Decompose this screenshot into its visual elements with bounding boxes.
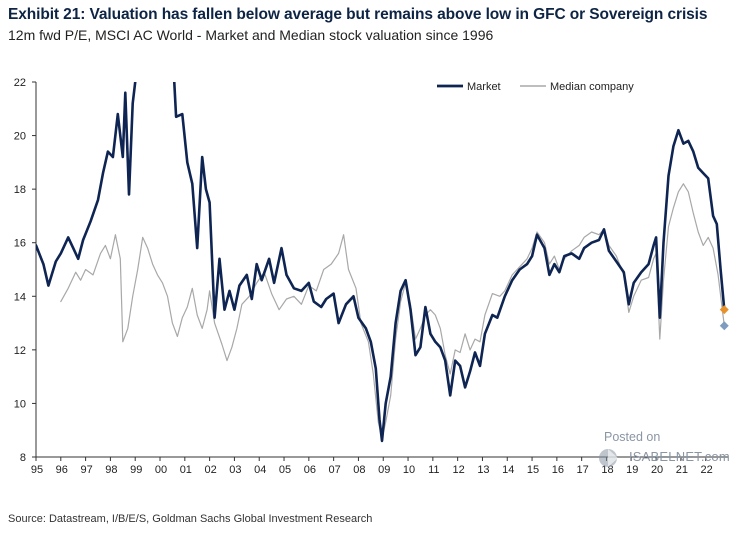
x-tick-label: 96 bbox=[56, 464, 68, 476]
y-tick-label: 12 bbox=[14, 345, 26, 357]
end-marker-median-company bbox=[719, 321, 729, 331]
x-tick-label: 12 bbox=[453, 464, 465, 476]
x-tick-label: 17 bbox=[577, 464, 589, 476]
series-line-median-company bbox=[60, 183, 725, 439]
x-tick-label: 18 bbox=[601, 464, 613, 476]
y-tick-label: 16 bbox=[14, 238, 26, 250]
x-tick-label: 10 bbox=[403, 464, 415, 476]
x-tick-label: 97 bbox=[80, 464, 92, 476]
legend-label-market: Market bbox=[467, 81, 501, 93]
isabelnet-logo-icon bbox=[599, 449, 618, 467]
x-tick-label: 07 bbox=[329, 464, 341, 476]
watermark-posted-on: Posted on bbox=[604, 430, 661, 444]
x-tick-label: 02 bbox=[204, 464, 216, 476]
y-tick-label: 14 bbox=[14, 291, 26, 303]
y-tick-label: 20 bbox=[14, 131, 26, 143]
chart-subtitle: 12m fwd P/E, MSCI AC World - Market and … bbox=[8, 27, 494, 43]
x-tick-label: 14 bbox=[502, 464, 514, 476]
x-tick-label: 20 bbox=[651, 464, 663, 476]
y-tick-label: 8 bbox=[20, 452, 26, 464]
y-tick-label: 22 bbox=[14, 77, 26, 89]
x-tick-label: 21 bbox=[676, 464, 688, 476]
chart-legend: Market Median company bbox=[437, 81, 634, 93]
x-tick-label: 11 bbox=[428, 464, 439, 476]
x-tick-label: 06 bbox=[304, 464, 316, 476]
chart-title: Exhibit 21: Valuation has fallen below a… bbox=[8, 6, 708, 23]
x-tick-label: 03 bbox=[229, 464, 241, 476]
end-marker-market bbox=[719, 305, 729, 315]
x-tick-label: 15 bbox=[527, 464, 539, 476]
x-tick-label: 00 bbox=[155, 464, 167, 476]
x-tick-label: 09 bbox=[378, 464, 390, 476]
watermark-site: ISABELNET.com bbox=[629, 449, 730, 464]
x-tick-label: 98 bbox=[105, 464, 117, 476]
legend-label-median-company: Median company bbox=[550, 81, 634, 93]
y-tick-label: 10 bbox=[14, 398, 26, 410]
x-tick-label: 95 bbox=[31, 464, 43, 476]
y-tick-label: 18 bbox=[14, 184, 26, 196]
series-line-market bbox=[36, 82, 726, 443]
chart-series-layer bbox=[36, 82, 726, 443]
x-tick-label: 05 bbox=[279, 464, 291, 476]
x-tick-label: 99 bbox=[130, 464, 142, 476]
x-tick-label: 22 bbox=[701, 464, 713, 476]
x-tick-label: 01 bbox=[180, 464, 192, 476]
x-tick-label: 04 bbox=[254, 464, 266, 476]
x-tick-label: 19 bbox=[626, 464, 638, 476]
x-tick-label: 08 bbox=[353, 464, 365, 476]
x-tick-label: 13 bbox=[477, 464, 489, 476]
source-note: Source: Datastream, I/B/E/S, Goldman Sac… bbox=[8, 513, 373, 525]
x-tick-label: 16 bbox=[552, 464, 564, 476]
